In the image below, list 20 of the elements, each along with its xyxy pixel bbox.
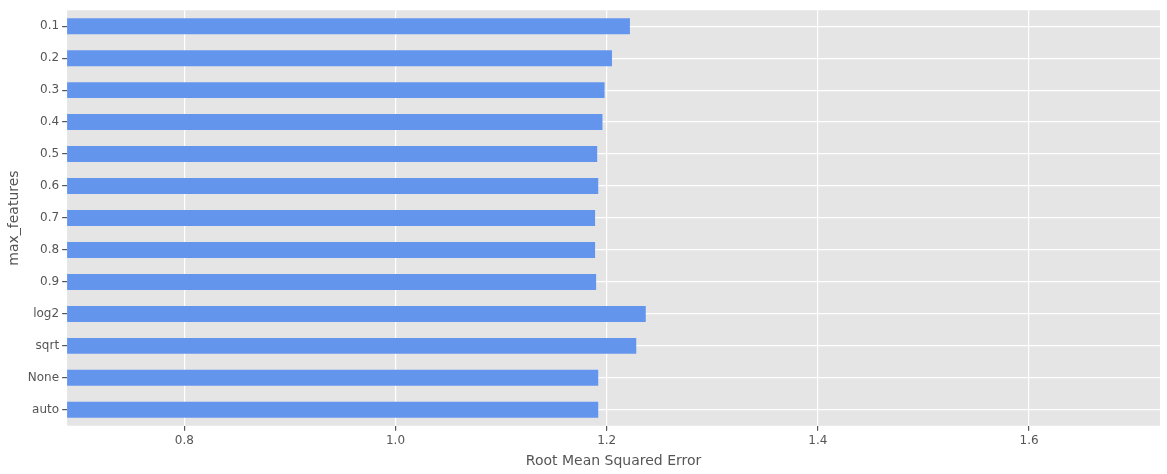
y-axis-title: max_features [5, 170, 22, 266]
y-tick-label: 0.3 [40, 82, 60, 97]
y-tick-label: 0.7 [40, 210, 60, 225]
y-tick-label: log2 [33, 306, 60, 321]
x-tick-label: 1.6 [1019, 433, 1039, 448]
y-tick-label: sqrt [35, 338, 60, 352]
y-tick-label: None [27, 369, 60, 384]
x-axis-title: Root Mean Squared Error [525, 452, 702, 469]
y-tick-label: auto [32, 401, 60, 416]
x-tick-label: 1.0 [385, 433, 406, 448]
y-tick-label: 0.6 [40, 178, 60, 193]
y-tick-label: 0.5 [40, 146, 60, 161]
y-tick-label: 0.4 [40, 114, 60, 129]
y-tick-label: 0.8 [40, 242, 60, 257]
x-tick-label: 0.8 [174, 433, 194, 448]
y-tick-label: 0.1 [40, 18, 60, 33]
x-tick-label: 1.4 [808, 433, 828, 448]
y-tick-label: 0.9 [40, 274, 60, 289]
y-tick-label: 0.2 [40, 50, 60, 65]
x-tick-label: 1.2 [597, 433, 617, 448]
